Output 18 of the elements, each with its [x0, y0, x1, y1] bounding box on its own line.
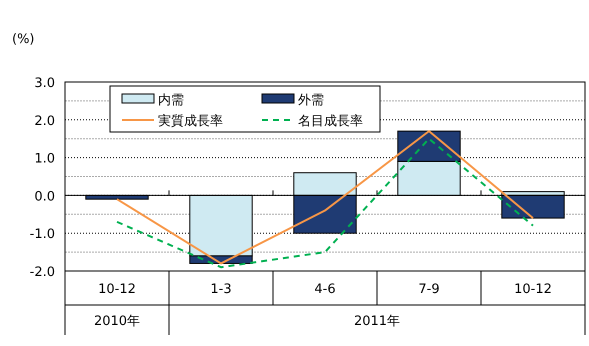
- x-tick-label: 1-3: [210, 282, 232, 297]
- legend-label: 外需: [298, 93, 324, 108]
- y-axis-title: (%): [12, 32, 34, 47]
- x-tick-label: 7-9: [418, 282, 440, 297]
- y-tick-label: -2.0: [30, 265, 55, 280]
- y-tick-label: 3.0: [34, 76, 55, 91]
- y-tick-label: 2.0: [34, 114, 55, 129]
- x-tick-label: 4-6: [314, 282, 336, 297]
- legend-label: 実質成長率: [158, 113, 223, 129]
- text: 2011年: [354, 314, 400, 329]
- y-tick-label: -1.0: [30, 227, 55, 242]
- x-tick-label: 10-12: [514, 282, 552, 297]
- y-tick-label: 0.0: [34, 189, 55, 204]
- x-tick-label: 10-12: [98, 282, 136, 297]
- y-tick-label: 1.0: [34, 152, 55, 167]
- text: 2010年: [94, 314, 140, 329]
- legend-label: 名目成長率: [298, 113, 363, 129]
- legend-label: 内需: [158, 93, 184, 108]
